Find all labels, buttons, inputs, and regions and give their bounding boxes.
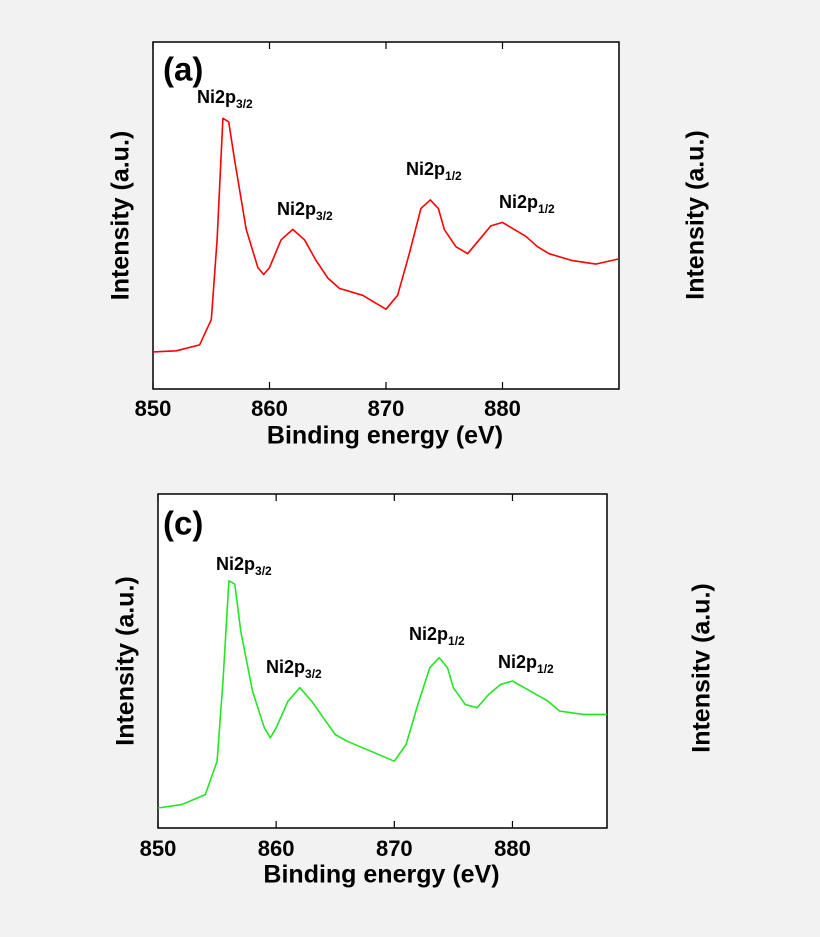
peak-label: Ni2p3/2 [197,87,253,111]
panel-label: (a) [163,51,203,88]
x-tick-label: 860 [258,836,295,861]
peak-label: Ni2p1/2 [406,159,462,183]
x-tick-label: 860 [251,396,288,421]
x-tick-label: 870 [376,836,413,861]
peak-label-main: Ni2p [499,192,538,212]
panel-label: (c) [163,505,203,542]
x-axis-title: Binding energy (eV) [263,861,499,889]
peak-label: Ni2p3/2 [266,657,322,681]
spectrum-line [157,580,607,809]
peak-label-sub: 1/2 [537,662,554,676]
peak-label-sub: 3/2 [255,564,272,578]
peak-label-main: Ni2p [498,652,537,672]
peak-label-sub: 3/2 [316,209,333,223]
peak-label: Ni2p3/2 [277,199,333,223]
x-tick-label: 880 [494,836,531,861]
plot-area [157,493,608,829]
peak-label-main: Ni2p [216,554,255,574]
peak-label-sub: 1/2 [445,169,462,183]
peak-label-sub: 1/2 [538,202,555,216]
cropped-axis-title: Intensity (a.u.) [682,130,710,299]
spectrum-line [152,117,620,353]
x-axis-title: Binding energy (eV) [267,422,503,450]
x-tick-label: 850 [140,836,177,861]
peak-label-main: Ni2p [406,159,445,179]
plot-area [152,41,620,390]
y-axis-title: Intensity (a.u.) [107,131,135,300]
y-axis-title: Intensity (a.u.) [112,576,140,745]
peak-label: Ni2p3/2 [216,554,272,578]
peak-label-sub: 3/2 [236,97,253,111]
peak-label-sub: 1/2 [448,634,465,648]
peak-label-main: Ni2p [409,624,448,644]
peak-label-main: Ni2p [197,87,236,107]
peak-label: Ni2p1/2 [409,624,465,648]
x-tick-label: 850 [135,396,172,421]
peak-label: Ni2p1/2 [498,652,554,676]
x-tick-label: 880 [484,396,521,421]
cropped-axis-title: Intensitv (a.u.) [688,583,716,752]
peak-label-main: Ni2p [277,199,316,219]
peak-label: Ni2p1/2 [499,192,555,216]
peak-label-main: Ni2p [266,657,305,677]
x-tick-label: 870 [368,396,405,421]
peak-label-sub: 3/2 [305,667,322,681]
